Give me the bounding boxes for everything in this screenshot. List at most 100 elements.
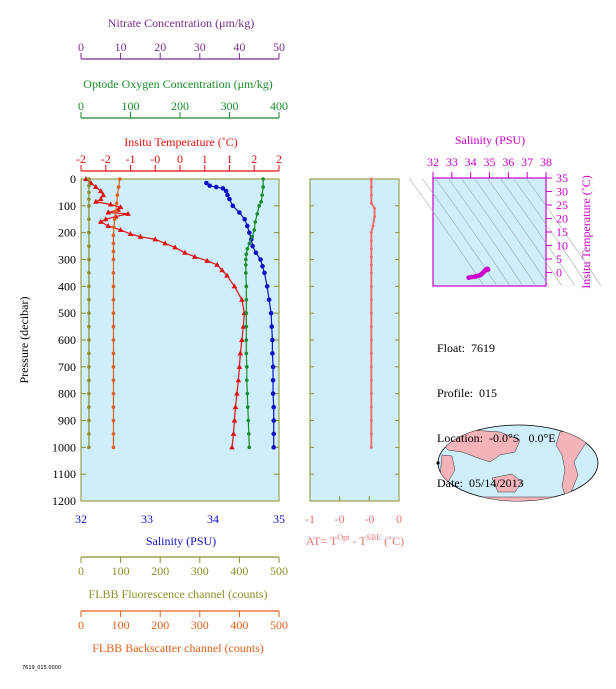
delta-point bbox=[369, 405, 373, 409]
fluorescence-axis: 0 100 200 300 400 500 FLBB Fluorescence chann… bbox=[78, 556, 288, 601]
temperature-tick-label: 1 bbox=[227, 152, 233, 166]
temperature-tick-label: 0 bbox=[177, 152, 183, 166]
oxygen-point bbox=[245, 246, 250, 251]
ts-temperature-label: Insitu Temperature (˚C) bbox=[579, 175, 593, 289]
temperature-tick-label: 1 bbox=[202, 152, 208, 166]
temperature-point bbox=[93, 198, 99, 204]
temperature-tick-label: 2 bbox=[276, 152, 282, 166]
salinity-tick-label: 34 bbox=[207, 512, 219, 526]
ts-xtick-label: 36 bbox=[502, 155, 514, 169]
delta-point bbox=[369, 325, 373, 329]
pressure-tick-label: 300 bbox=[58, 253, 76, 267]
fluorescence-tick-label: 0 bbox=[78, 564, 84, 578]
backscatter-point bbox=[111, 297, 116, 302]
backscatter-point bbox=[111, 445, 116, 450]
pressure-tick-label: 500 bbox=[58, 306, 76, 320]
fluorescence-tick-label: 300 bbox=[191, 564, 209, 578]
oxygen-line bbox=[245, 179, 264, 448]
delta-point bbox=[369, 247, 373, 251]
ts-point bbox=[485, 267, 491, 272]
oxygen-point bbox=[245, 365, 249, 369]
salinity-point bbox=[258, 257, 263, 262]
ts-xtick-label: 34 bbox=[465, 155, 477, 169]
date: Date: 05/14/2013 bbox=[437, 476, 524, 490]
salinity-point bbox=[271, 445, 277, 450]
salinity-point bbox=[223, 188, 229, 194]
oxygen-point bbox=[244, 297, 249, 302]
backscatter-point bbox=[118, 177, 122, 181]
delta-point bbox=[369, 419, 373, 422]
fluorescence-point bbox=[87, 378, 91, 383]
nitrate-tick-label: 40 bbox=[233, 40, 245, 54]
delta-label-part2: - T bbox=[349, 534, 367, 548]
temperature-point bbox=[219, 267, 225, 273]
ts-density-contours bbox=[408, 177, 602, 287]
salinity-point bbox=[270, 337, 275, 343]
nitrate-tick-label: 30 bbox=[194, 40, 206, 54]
oxygen-point bbox=[259, 200, 263, 204]
oxygen-point bbox=[261, 185, 265, 189]
salinity-point bbox=[237, 210, 242, 215]
oxygen-point bbox=[246, 405, 250, 409]
oxygen-point bbox=[250, 234, 255, 239]
fluorescence-point bbox=[87, 190, 91, 195]
backscatter-point bbox=[111, 405, 116, 409]
salinity-point bbox=[270, 351, 275, 356]
ts-ytick-label: 25 bbox=[556, 198, 568, 212]
salinity-point bbox=[253, 250, 259, 256]
fluorescence-point bbox=[87, 197, 91, 201]
ts-density-line bbox=[473, 177, 550, 287]
ts-xtick-label: 32 bbox=[427, 155, 439, 169]
ts-density-line bbox=[499, 177, 576, 287]
temperature-point bbox=[235, 377, 242, 383]
oxygen-point bbox=[257, 204, 262, 208]
fluorescence-point bbox=[87, 418, 91, 423]
salinity-point bbox=[268, 310, 274, 316]
temperature-point bbox=[231, 283, 238, 289]
fluorescence-point bbox=[87, 244, 91, 248]
oxygen-point bbox=[244, 252, 249, 256]
temperature-point bbox=[152, 236, 159, 242]
oxygen-tick-label: 400 bbox=[270, 99, 288, 113]
backscatter-point bbox=[115, 193, 120, 197]
temperature-point bbox=[107, 201, 114, 207]
temperature-point bbox=[98, 218, 104, 224]
temperature-point bbox=[105, 209, 112, 215]
delta-point bbox=[371, 224, 375, 228]
nitrate-tick-label: 0 bbox=[78, 40, 84, 54]
delta-point bbox=[369, 263, 373, 267]
oxygen-axis-label: Optode Oxygen Concentration (μm/kg) bbox=[83, 77, 272, 91]
salinity-point bbox=[270, 364, 276, 370]
temperature-tick-label: -1 bbox=[126, 152, 136, 166]
temperature-point bbox=[239, 337, 245, 342]
delta-point bbox=[369, 239, 373, 243]
fluorescence-tick-label: 400 bbox=[230, 564, 248, 578]
backscatter-point bbox=[111, 241, 116, 246]
pressure-tick-label: 800 bbox=[58, 387, 76, 401]
salinity-point bbox=[245, 223, 250, 229]
salinity-point bbox=[220, 186, 226, 191]
oxygen-point bbox=[247, 445, 252, 450]
nitrate-tick-label: 50 bbox=[273, 40, 285, 54]
backscatter-axis-label: FLBB Backscatter channel (counts) bbox=[92, 641, 264, 655]
delta-point bbox=[373, 207, 377, 211]
oxygen-tick-label: 200 bbox=[171, 99, 189, 113]
backscatter-axis: 0 100 200 300 400 500 FLBB Backscatter channe… bbox=[78, 610, 288, 655]
float-info: Float: 7619 Profile: 015 Location: -0.0°… bbox=[437, 311, 556, 506]
backscatter-point bbox=[111, 418, 116, 423]
salinity-point bbox=[264, 284, 270, 289]
temperature-point bbox=[229, 444, 235, 450]
salinity-tick-label: 35 bbox=[273, 512, 285, 526]
salinity-axis: 32 33 34 35 Salinity (PSU) bbox=[75, 512, 285, 548]
oxygen-point bbox=[247, 432, 251, 436]
fluorescence-point bbox=[87, 271, 91, 275]
fluorescence-point bbox=[87, 351, 91, 356]
ts-density-line bbox=[460, 177, 537, 287]
salinity-point bbox=[260, 263, 265, 269]
delta-point bbox=[369, 284, 373, 288]
profile-number: Profile: 015 bbox=[437, 386, 497, 400]
delta-point bbox=[369, 177, 373, 181]
ts-density-line bbox=[525, 177, 602, 287]
oxygen-point bbox=[244, 271, 248, 275]
